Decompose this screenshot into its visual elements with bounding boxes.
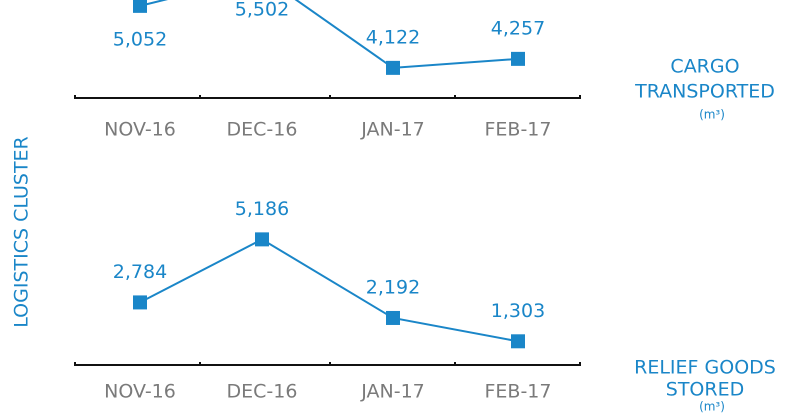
- marker: [133, 0, 147, 13]
- value-label: 5,186: [235, 198, 289, 220]
- value-label: 5,502: [235, 0, 289, 20]
- chart-title: TRANSPORTED: [634, 81, 775, 103]
- value-label: 1,303: [491, 300, 545, 322]
- x-tick-label: NOV-16: [104, 119, 176, 141]
- x-tick-label: DEC-16: [227, 119, 298, 141]
- value-label: 4,257: [491, 17, 545, 39]
- x-tick-label: JAN-17: [360, 381, 425, 403]
- x-tick-label: FEB-17: [484, 119, 551, 141]
- value-label: 5,052: [113, 28, 167, 50]
- chart-title: RELIEF GOODS: [634, 357, 776, 379]
- value-label: 4,122: [366, 26, 420, 48]
- unit-label: (m³): [699, 400, 725, 414]
- chart-title: STORED: [666, 379, 744, 401]
- value-label: 2,192: [366, 276, 420, 298]
- x-tick-label: NOV-16: [104, 381, 176, 403]
- marker: [511, 334, 525, 349]
- marker: [511, 51, 525, 66]
- marker: [386, 310, 400, 325]
- unit-label: (m³): [699, 108, 725, 122]
- marker: [133, 295, 147, 310]
- side-label: LOGISTICS CLUSTER: [11, 136, 33, 328]
- value-label: 2,784: [113, 261, 167, 283]
- x-tick-label: DEC-16: [227, 381, 298, 403]
- chart-title: CARGO: [670, 56, 739, 78]
- marker: [255, 232, 269, 247]
- marker: [386, 60, 400, 75]
- line: [139, 238, 519, 343]
- x-tick-label: FEB-17: [484, 381, 551, 403]
- x-tick-label: JAN-17: [360, 119, 425, 141]
- line: [139, 0, 519, 69]
